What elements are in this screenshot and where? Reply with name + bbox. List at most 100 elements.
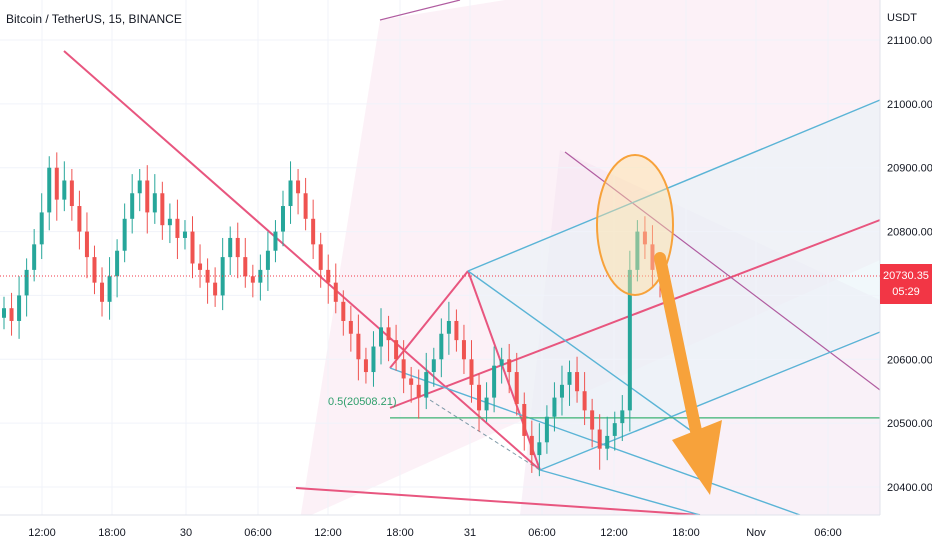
candle-body [341,301,346,321]
candle-body [9,308,14,321]
candle-body [47,167,52,213]
candle-body [77,206,82,232]
candle-body [273,231,278,251]
candle-body [24,269,29,296]
time-tick-label: 12:00 [28,527,56,539]
time-tick-label: 30 [180,527,192,539]
candle-body [32,244,37,270]
price-tick-label: 20500.00 [887,418,932,430]
candle-body [409,378,414,385]
candle-body [559,384,564,398]
candle-body [401,359,406,379]
time-tick-label: 31 [464,527,476,539]
time-tick-label: 06:00 [244,527,272,539]
candle-body [424,372,429,398]
candle-body [620,410,625,424]
current-price-tag: 20730.35 05:29 [880,264,932,304]
candle-body [454,320,459,341]
candle-body [288,180,293,207]
candle-body [386,327,391,341]
candle-body [311,218,316,245]
candle-body [348,320,353,334]
candle-body [280,206,285,232]
candle-body [605,435,610,449]
candle-body [416,384,421,398]
candle-body [552,397,557,417]
candle-body [2,308,6,318]
candle-body [190,231,195,264]
time-tick-label: Nov [746,527,766,539]
candle-body [318,244,323,270]
candle-body [167,218,172,226]
candle-body [92,257,97,283]
highlight-ellipse [596,154,674,296]
candle-body [431,359,436,373]
candle-body [477,384,482,411]
candle-body [152,193,157,213]
time-tick-label: 18:00 [386,527,414,539]
candle-body [228,237,233,258]
candle-body [296,180,301,194]
blue-diagonal-c [539,469,701,516]
price-unit: USDT [887,12,917,24]
candle-body [130,193,135,219]
candle-body [356,333,361,360]
candle-body [575,372,580,392]
candle-body [17,295,22,321]
candle-body [137,180,142,194]
candle-body [627,269,632,411]
candle-body [394,340,399,360]
candle-body [213,282,218,296]
candle-body [115,250,120,277]
candle-body [84,231,89,258]
candle-body [265,250,270,270]
candle-body [499,359,504,366]
blue-diagonal-b [389,367,801,516]
candle-body [612,423,617,436]
candle-body [363,359,368,373]
candle-body [650,244,655,270]
candle-body [522,403,527,436]
candle-body [39,212,44,245]
candle-body [469,359,474,385]
time-tick-label: 12:00 [314,527,342,539]
fib-level-label: 0.5(20508.21) [328,396,397,408]
blue-diagonal-a [467,270,691,431]
candle-body [100,282,105,302]
time-tick-label: 18:00 [672,527,700,539]
time-tick-label: 12:00 [600,527,628,539]
pink-trendline-upper [63,50,541,471]
time-tick-label: 06:00 [528,527,556,539]
candle-body [439,333,444,360]
price-tick-label: 20900.00 [887,163,932,175]
purple-channel-line [564,151,881,391]
candle-body [182,231,187,238]
candle-body [160,193,165,226]
current-price-value: 20730.35 [883,270,929,282]
forecast-arrow-shaft [654,252,706,456]
blue-pitchfork-lower [539,331,881,471]
price-tick-label: 21100.00 [887,35,932,47]
candle-body [461,340,466,360]
time-tick-label: 18:00 [98,527,126,539]
price-tick-label: 20600.00 [887,354,932,366]
price-tick-label: 20800.00 [887,227,932,239]
candle-body [537,442,542,456]
candle-body [175,218,180,238]
candle-body [446,320,451,334]
candle-body [258,269,263,283]
candle-body [379,327,384,347]
candle-body [529,435,534,456]
forecast-arrow-head [672,420,722,495]
candle-body [484,397,489,411]
candle-body [62,180,67,200]
candle-body [107,276,112,302]
candle-body [507,359,512,373]
candle-body [250,276,255,283]
candle-body [514,372,519,404]
candle-body [544,416,549,443]
chart-title: Bitcoin / TetherUS, 15, BINANCE [6,12,182,26]
blue-pitchfork-upper [467,99,881,272]
